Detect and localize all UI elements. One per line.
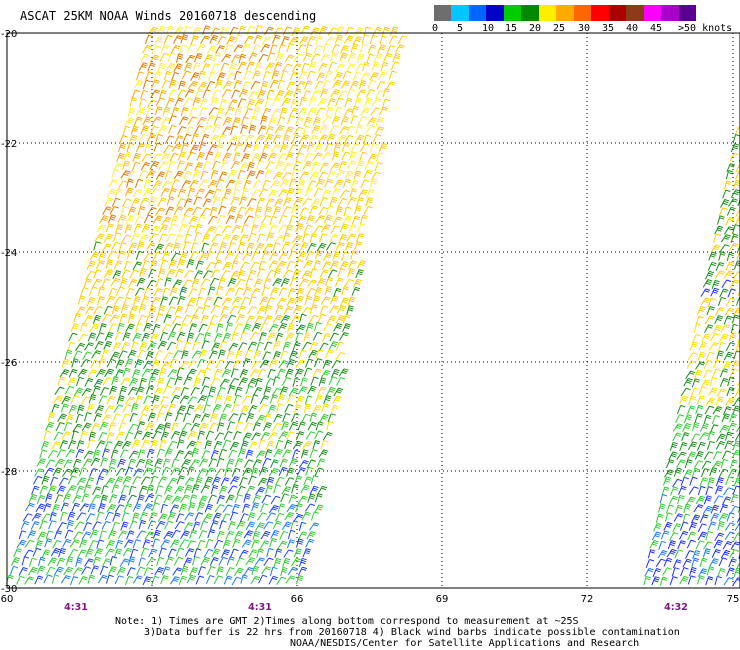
legend-swatch — [538, 5, 557, 21]
legend-label: >50 knots — [678, 23, 733, 34]
note-line-2: 3)Data buffer is 22 hrs from 20160718 4)… — [144, 627, 680, 638]
note-line-3: NOAA/NESDIS/Center for Satellite Applica… — [290, 638, 640, 649]
wind-barb-group — [9, 502, 320, 586]
legend-label: 45 — [650, 23, 663, 34]
west-swath — [6, 25, 408, 586]
wind-barb-group — [18, 502, 316, 586]
wind-barb-group — [679, 323, 740, 407]
time-label: 4:32 — [664, 602, 688, 613]
lat-tick-label: -24 — [1, 248, 17, 259]
legend-swatch — [643, 5, 662, 21]
wind-barb-group — [102, 25, 290, 225]
legend-swatch — [678, 5, 697, 21]
lat-tick-label: -26 — [1, 358, 17, 369]
legend-label: 25 — [553, 23, 566, 34]
lat-tick-label: -30 — [1, 584, 17, 595]
legend-label: 20 — [529, 23, 542, 34]
wind-barb-group — [43, 322, 346, 451]
legend-label: 35 — [602, 23, 615, 34]
wind-barb-group — [695, 126, 740, 325]
legend-swatch — [661, 5, 680, 21]
legend-swatch — [591, 5, 610, 21]
legend-label: 5 — [457, 23, 464, 34]
map-title: ASCAT 25KM NOAA Winds 20160718 descendin… — [20, 9, 317, 23]
time-label: 4:31 — [248, 602, 272, 613]
time-label: 4:31 — [64, 602, 88, 613]
lat-tick-label: -28 — [1, 467, 17, 478]
legend-swatch — [573, 5, 592, 21]
legend-label: 15 — [505, 23, 518, 34]
lon-tick-label: 63 — [146, 594, 159, 605]
legend-swatch — [468, 5, 487, 21]
lat-tick-label: -22 — [1, 139, 17, 150]
legend-swatch — [486, 5, 505, 21]
lon-tick-label: 60 — [1, 594, 14, 605]
wind-barb-group — [96, 25, 388, 244]
wind-barb-group — [31, 448, 319, 505]
wind-barb-group — [99, 26, 292, 224]
wind-speed-legend: 0 5 10 15 20 25 30 35 40 45 >50 knots — [432, 4, 732, 34]
legend-swatch — [521, 5, 540, 21]
lat-tick-label: -20 — [1, 29, 17, 40]
legend-swatch — [451, 5, 470, 21]
wind-barb-group — [6, 321, 346, 585]
wind-barb-group — [644, 487, 740, 586]
wind-barb-group — [645, 279, 740, 586]
legend-label: 30 — [578, 23, 591, 34]
wind-barb-group — [663, 134, 740, 478]
lon-tick-label: 69 — [436, 594, 449, 605]
wind-barb-group — [73, 25, 408, 325]
note-line-1: Note: 1) Times are GMT 2)Times along bot… — [115, 616, 579, 627]
legend-label: 0 — [432, 23, 439, 34]
legend-label: 10 — [482, 23, 495, 34]
legend-label: 40 — [626, 23, 639, 34]
map-frame — [6, 32, 740, 589]
legend-swatch — [503, 5, 522, 21]
legend-swatch — [608, 5, 627, 21]
lon-tick-label: 75 — [727, 594, 740, 605]
legend-swatch — [556, 5, 575, 21]
wind-barb-group — [643, 404, 740, 586]
legend-swatch — [434, 5, 452, 21]
lon-tick-label: 72 — [581, 594, 594, 605]
east-swath — [643, 126, 740, 586]
lon-tick-label: 66 — [291, 594, 304, 605]
legend-swatch — [626, 5, 645, 21]
axis-ticks: 60 63 66 69 72 75 -20 -22 -24 -26 -28 -30 4:31 4:31 4:… — [1, 29, 740, 613]
wind-barb-group — [41, 241, 364, 504]
